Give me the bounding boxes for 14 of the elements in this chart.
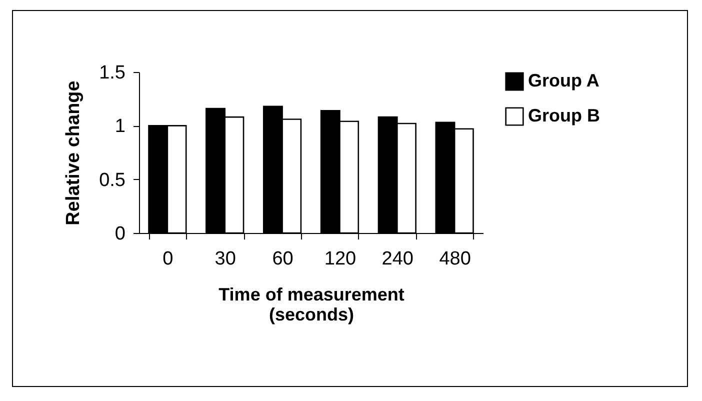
y-tick-label: 1	[114, 116, 126, 138]
x-tick-label: 480	[439, 248, 471, 270]
y-tick-label: 1.5	[99, 62, 126, 84]
legend-label: Group B	[528, 106, 600, 126]
x-tick-label: 60	[272, 248, 294, 270]
y-tick-label: 0.5	[99, 170, 126, 191]
y-tick-label: 0	[114, 224, 126, 244]
x-axis-title: Time of measurement (seconds)	[218, 284, 404, 324]
x-tick-label: 30	[214, 248, 236, 270]
x-tick-label: 240	[382, 248, 414, 270]
x-tick-label: 0	[162, 248, 174, 270]
y-axis-title: Relative change	[63, 80, 84, 226]
x-tick-label: 120	[324, 248, 356, 270]
legend-label: Group A	[528, 70, 600, 90]
